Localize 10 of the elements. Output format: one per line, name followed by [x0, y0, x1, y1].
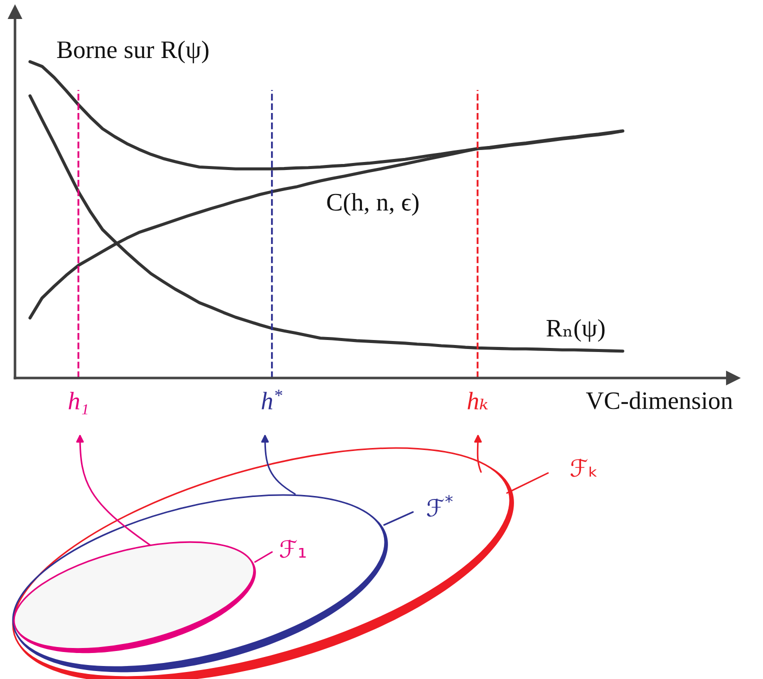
x-axis-title: VC-dimension — [586, 392, 733, 410]
x-tick-label: h$^{*}$ — [262, 390, 282, 410]
series-label: Rₙ(ψ) — [546, 319, 605, 342]
text: ℱ$^{*}$ — [427, 495, 453, 517]
text: ℱₖ — [570, 458, 597, 477]
text: ℱ₁ — [280, 540, 306, 558]
series-label: Borne sur R(ψ) — [57, 40, 208, 64]
x-tick-label: h₁ — [68, 392, 88, 414]
series-label: C(h, n, ϵ) — [327, 193, 418, 216]
x-tick-label: hₖ — [468, 392, 488, 410]
